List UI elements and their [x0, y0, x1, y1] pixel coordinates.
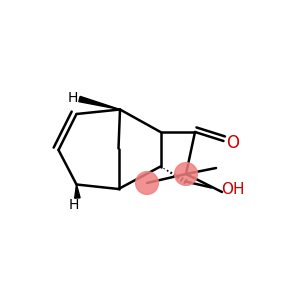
- Circle shape: [136, 172, 158, 194]
- Polygon shape: [75, 184, 80, 198]
- Text: H: H: [69, 198, 79, 212]
- Polygon shape: [79, 96, 120, 110]
- Text: O: O: [226, 134, 239, 152]
- Circle shape: [175, 163, 197, 185]
- Text: OH: OH: [221, 182, 244, 196]
- Text: H: H: [68, 91, 78, 104]
